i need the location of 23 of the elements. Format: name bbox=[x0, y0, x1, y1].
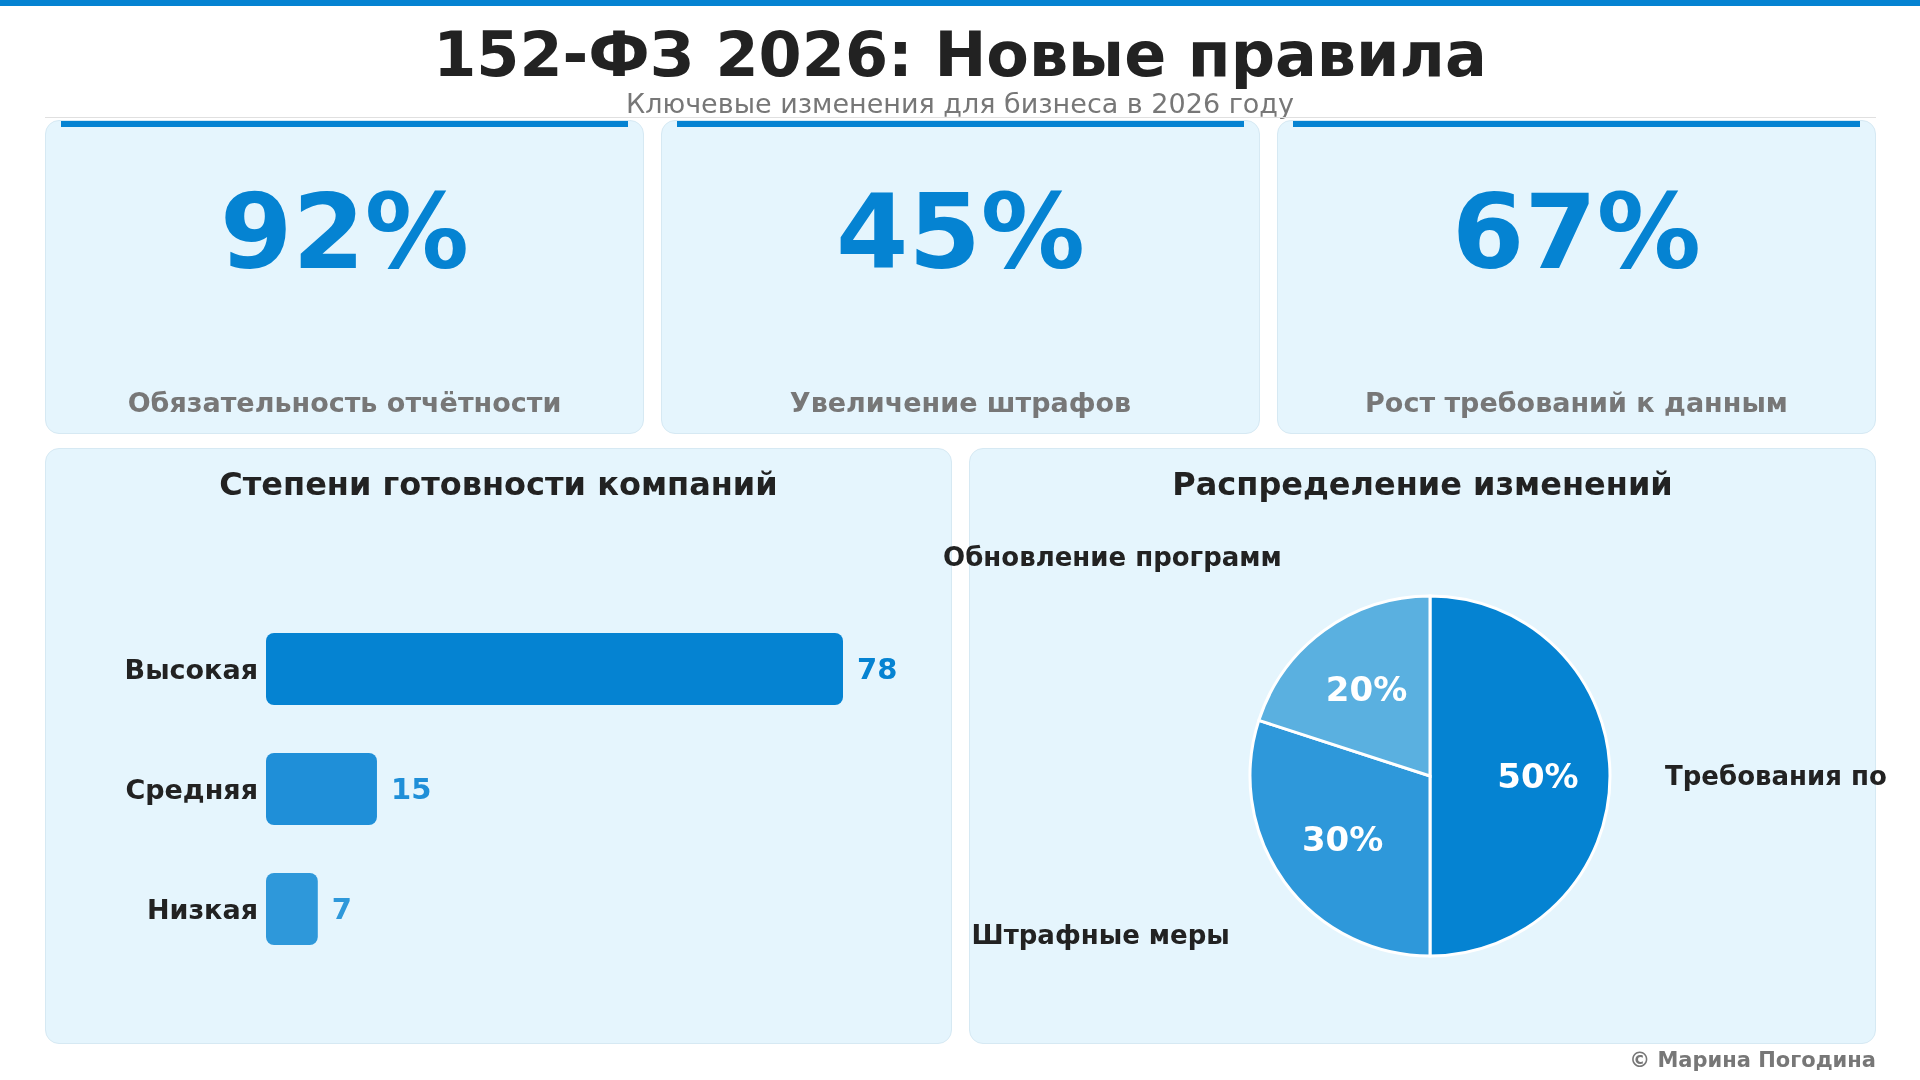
data-label: 78 bbox=[857, 652, 898, 687]
data-label: 7 bbox=[331, 892, 352, 927]
data-label: 67% bbox=[1451, 171, 1702, 293]
y-tick-label: Низкая bbox=[146, 893, 258, 925]
slice-label: Обновление программ bbox=[943, 542, 1282, 573]
chart-title: Степени готовности компаний bbox=[218, 465, 779, 503]
category-label: Увеличение штрафов bbox=[788, 387, 1133, 418]
data-label: 50% bbox=[1497, 755, 1579, 796]
slice-label: Штрафные меры bbox=[971, 919, 1230, 950]
chart-title: Распределение изменений bbox=[1171, 465, 1674, 503]
text: © Марина Погодина bbox=[1629, 1048, 1876, 1072]
data-label: 45% bbox=[835, 171, 1086, 293]
y-tick-label: Высокая bbox=[124, 653, 258, 685]
data-label: 30% bbox=[1301, 819, 1384, 860]
data-label: 20% bbox=[1325, 668, 1408, 709]
data-label: 92% bbox=[219, 171, 470, 293]
data-label: 15 bbox=[390, 772, 432, 807]
y-tick-label: Средняя bbox=[125, 773, 258, 805]
category-label: Обязательность отчётности bbox=[126, 387, 563, 418]
category-label: Рост требований к данным bbox=[1364, 387, 1789, 418]
slice-label: Требования по bbox=[1665, 761, 1887, 792]
text: Ключевые изменения для бизнеса в 2026 году bbox=[625, 88, 1294, 119]
text: 152-ФЗ 2026: Новые правила bbox=[432, 18, 1488, 91]
